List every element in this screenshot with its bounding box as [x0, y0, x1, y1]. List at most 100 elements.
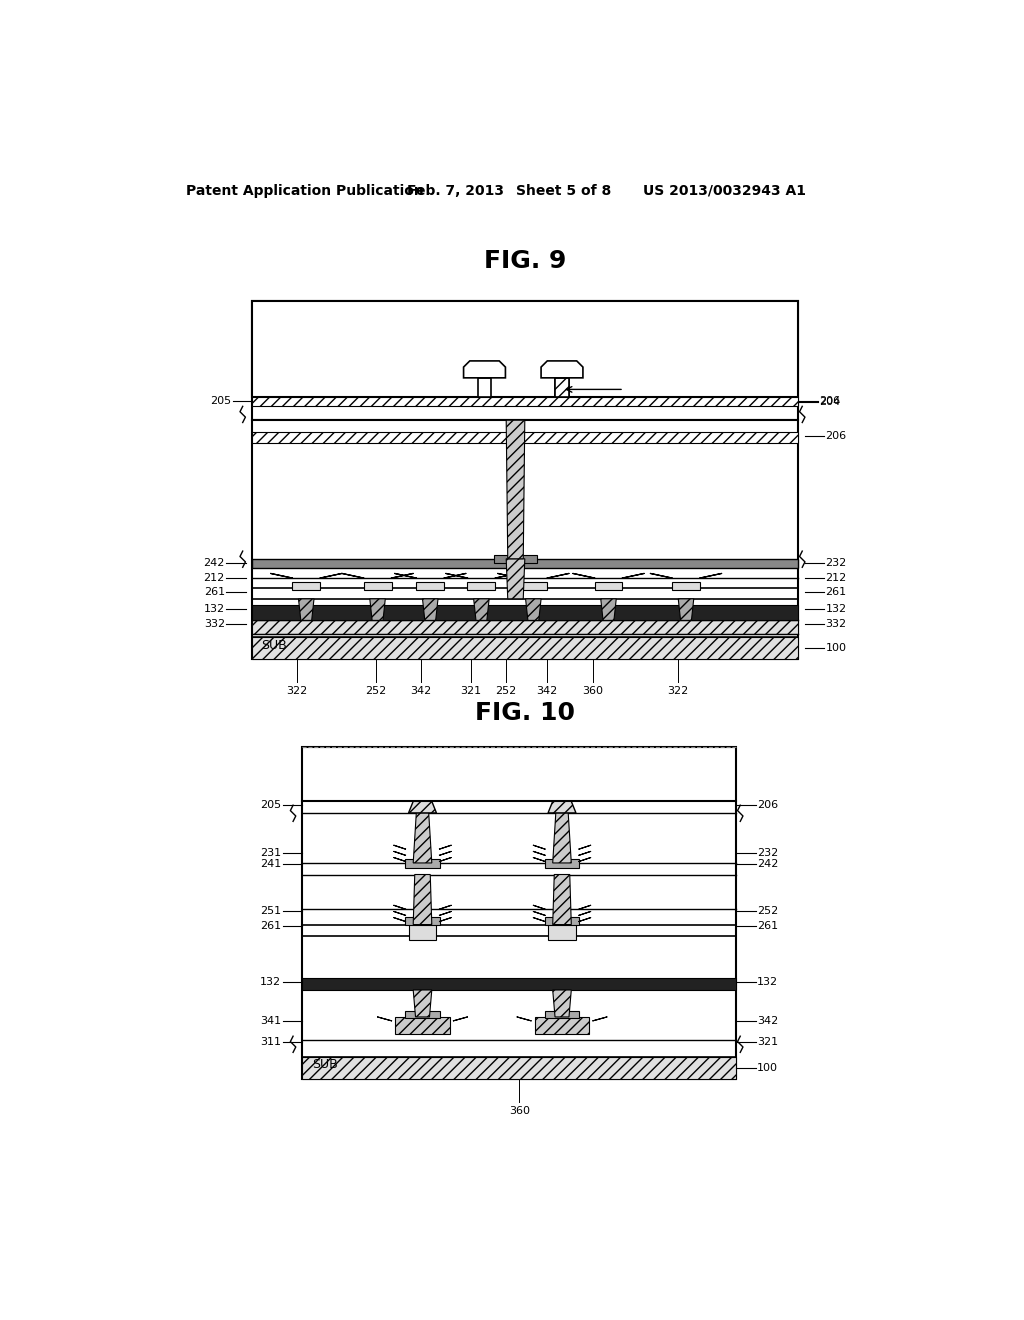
Polygon shape	[423, 599, 438, 620]
Text: 261: 261	[260, 921, 282, 931]
Text: 342: 342	[758, 1016, 778, 1026]
Bar	[252, 301, 799, 397]
Bar	[252, 620, 799, 635]
Text: 100: 100	[758, 1063, 778, 1073]
Bar	[545, 1011, 579, 1019]
Polygon shape	[370, 599, 385, 620]
Bar	[252, 558, 799, 568]
Bar	[535, 1016, 589, 1034]
Text: 241: 241	[260, 859, 282, 870]
Polygon shape	[299, 599, 314, 620]
Bar	[406, 859, 439, 869]
Text: 342: 342	[411, 686, 431, 696]
Polygon shape	[601, 599, 616, 620]
Text: 322: 322	[287, 686, 307, 696]
Polygon shape	[553, 875, 571, 924]
Bar	[252, 301, 799, 420]
Bar	[555, 378, 569, 397]
Bar	[302, 978, 736, 990]
Text: 261: 261	[204, 587, 225, 597]
Text: 206: 206	[819, 396, 841, 407]
Text: 132: 132	[260, 977, 282, 987]
Text: 132: 132	[204, 603, 225, 614]
Polygon shape	[553, 990, 571, 1016]
Bar	[548, 921, 575, 940]
Polygon shape	[506, 558, 524, 599]
Polygon shape	[548, 801, 575, 813]
Text: 360: 360	[583, 686, 603, 696]
Text: 342: 342	[536, 686, 557, 696]
Text: 212: 212	[204, 573, 225, 583]
Bar	[595, 582, 623, 590]
Text: 232: 232	[825, 557, 847, 568]
Text: 132: 132	[825, 603, 847, 614]
Text: 206: 206	[758, 800, 778, 810]
Bar	[545, 859, 579, 869]
Text: 212: 212	[825, 573, 847, 583]
Bar	[252, 605, 799, 620]
Text: 252: 252	[758, 906, 778, 916]
Text: 204: 204	[819, 397, 841, 408]
Text: 252: 252	[496, 686, 517, 696]
Polygon shape	[525, 599, 541, 620]
Polygon shape	[506, 420, 524, 558]
Bar	[417, 582, 444, 590]
Text: 231: 231	[260, 847, 282, 858]
Polygon shape	[541, 360, 583, 378]
Polygon shape	[678, 599, 693, 620]
Bar	[467, 582, 496, 590]
Text: 251: 251	[260, 906, 282, 916]
Text: 205: 205	[260, 800, 282, 810]
Bar	[252, 420, 799, 659]
Bar	[494, 554, 538, 562]
Bar	[395, 1016, 450, 1034]
Bar	[302, 747, 736, 1078]
Text: SUB: SUB	[311, 1059, 338, 1072]
Bar	[672, 582, 700, 590]
Bar	[545, 917, 579, 924]
Text: FIG. 9: FIG. 9	[483, 248, 566, 273]
Bar	[252, 397, 799, 407]
Text: 321: 321	[758, 1036, 778, 1047]
Polygon shape	[414, 875, 432, 924]
Text: Feb. 7, 2013: Feb. 7, 2013	[407, 183, 504, 198]
Bar	[406, 917, 439, 924]
Polygon shape	[409, 801, 436, 813]
Text: US 2013/0032943 A1: US 2013/0032943 A1	[643, 183, 806, 198]
Polygon shape	[474, 599, 489, 620]
Text: 321: 321	[460, 686, 481, 696]
Bar	[519, 582, 547, 590]
Text: 205: 205	[210, 396, 231, 407]
Text: 311: 311	[260, 1036, 282, 1047]
Text: 332: 332	[825, 619, 847, 630]
Polygon shape	[414, 813, 432, 863]
Text: 232: 232	[758, 847, 778, 858]
Text: 252: 252	[366, 686, 387, 696]
Text: Sheet 5 of 8: Sheet 5 of 8	[515, 183, 610, 198]
Text: 100: 100	[825, 643, 847, 653]
Polygon shape	[414, 990, 432, 1016]
Text: 360: 360	[509, 1106, 529, 1115]
Bar	[292, 582, 321, 590]
Text: 261: 261	[758, 921, 778, 931]
Bar	[364, 582, 391, 590]
Polygon shape	[553, 813, 571, 863]
Bar	[409, 921, 436, 940]
Bar	[555, 378, 569, 397]
Text: 242: 242	[758, 859, 778, 870]
Bar	[252, 638, 799, 659]
Bar	[252, 432, 799, 444]
Text: 206: 206	[825, 430, 847, 441]
Text: 261: 261	[825, 587, 847, 597]
Bar	[406, 1011, 439, 1019]
Text: Patent Application Publication: Patent Application Publication	[186, 183, 424, 198]
Text: 132: 132	[758, 977, 778, 987]
Text: 332: 332	[204, 619, 225, 630]
Polygon shape	[464, 360, 506, 378]
Bar	[302, 1057, 736, 1078]
Bar	[477, 378, 492, 397]
Text: 242: 242	[204, 557, 225, 568]
Text: 322: 322	[668, 686, 689, 696]
Text: 341: 341	[260, 1016, 282, 1026]
Text: FIG. 10: FIG. 10	[475, 701, 574, 725]
